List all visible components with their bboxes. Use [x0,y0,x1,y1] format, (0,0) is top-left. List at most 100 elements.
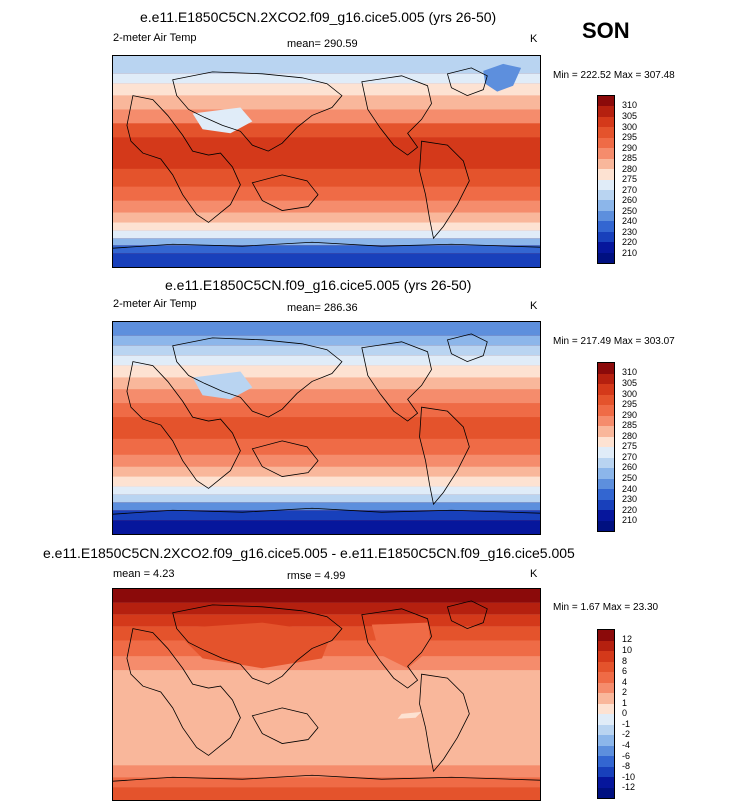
panel-1-colorbar-swatch [598,106,614,117]
panel-3-colorbar-swatch [598,640,614,651]
panel-1-colorbar-label: 210 [622,248,638,258]
panel-3-colorbar-label: 1 [622,698,628,708]
panel-2-colorbar-label: 300 [622,389,638,399]
panel-2-colorbar-label: 210 [622,515,638,525]
panel-2-colorbar-label: 220 [622,505,638,515]
panel-2-colorbar-swatch [598,499,614,510]
panel-3-colorbar-label: 8 [622,656,628,666]
panel-2-colorbar-swatch [598,426,614,437]
panel-1-colorbar-swatch [598,252,614,263]
panel-2-colorbar-label: 275 [622,441,638,451]
panel-3-colorbar-label: 2 [622,687,628,697]
panel-3-colorbar-swatch [598,777,614,788]
panel-3-colorbar-swatch [598,672,614,683]
panel-3-units: K [530,568,538,580]
panel-3-minmax: Min = 1.67 Max = 23.30 [553,602,659,613]
season-label: SON [582,18,630,43]
panel-1-colorbar-label: 290 [622,143,638,153]
panel-1-colorbar-swatch [598,189,614,201]
panel-1-variable-label: 2-meter Air Temp [113,32,197,44]
panel-3-colorbar-swatch [598,630,614,641]
panel-1-colorbar-swatch [598,127,614,138]
panel-1-colorbar-swatch [598,210,614,222]
panel-3-colorbar-swatch [598,766,614,777]
panel-2-colorbar-label: 295 [622,399,638,409]
panel-3-colorbar-swatch [598,724,614,735]
panel-1-colorbar [597,95,615,264]
panel-3-colorbar-label: 0 [622,708,628,718]
panel-1-colorbar-swatch [598,221,614,232]
panel-2-colorbar-swatch [598,436,614,447]
panel-3-colorbar-swatch [598,787,614,798]
panel-2-colorbar-swatch [598,373,614,384]
panel-3-colorbar-swatch [598,682,614,693]
panel-3-colorbar [597,629,615,799]
panel-1-colorbar-label: 270 [622,185,638,195]
panel-1-colorbar-swatch [598,158,614,170]
panel-1-colorbar-swatch [598,242,614,253]
panel-1-colorbar-swatch [598,116,614,128]
panel-2-mean-label: mean= 286.36 [287,302,358,314]
panel-2-colorbar-label: 280 [622,431,638,441]
panel-3-colorbar-swatch [598,714,614,725]
panel-3-colorbar-swatch [598,661,614,672]
panel-1-colorbar-label: 300 [622,122,638,132]
panel-2-colorbar [597,362,615,532]
panel-2-colorbar-label: 305 [622,378,638,388]
panel-1-colorbar-swatch [598,231,614,243]
panel-1-colorbar-label: 230 [622,227,638,237]
panel-1-colorbar-label: 220 [622,237,638,247]
panel-1-map [112,55,541,268]
panel-3-colorbar-swatch [598,651,614,662]
panel-2-colorbar-swatch [598,415,614,426]
panel-2-colorbar-swatch [598,478,614,489]
panel-3-colorbar-swatch [598,703,614,714]
panel-1-colorbar-label: 250 [622,206,638,216]
panel-2-colorbar-label: 310 [622,367,638,377]
panel-3-colorbar-label: -6 [622,751,631,761]
panel-2-colorbar-label: 240 [622,484,638,494]
panel-2-colorbar-swatch [598,510,614,521]
panel-1-colorbar-swatch [598,137,614,149]
panel-3-colorbar-swatch [598,745,614,756]
panel-3-colorbar-label: 12 [622,634,633,644]
panel-1-colorbar-label: 275 [622,174,638,184]
panel-1-mean-label: mean= 290.59 [287,38,358,50]
panel-2-colorbar-swatch [598,384,614,395]
panel-2-colorbar-label: 250 [622,473,638,483]
panel-2-colorbar-swatch [598,447,614,458]
panel-2-colorbar-label: 260 [622,462,638,472]
panel-3-mean-label: mean = 4.23 [113,568,175,580]
panel-3-colorbar-label: -8 [622,761,631,771]
panel-2-colorbar-label: 290 [622,410,638,420]
panel-1-colorbar-swatch [598,179,614,190]
panel-2-colorbar-swatch [598,363,614,374]
panel-3-rmse-label: rmse = 4.99 [287,570,346,582]
panel-2-colorbar-swatch [598,394,614,405]
panel-3-colorbar-label: 6 [622,666,628,676]
panel-1-colorbar-label: 295 [622,132,638,142]
panel-1-minmax: Min = 222.52 Max = 307.48 [553,70,675,81]
panel-3-title: e.e11.E1850C5CN.2XCO2.f09_g16.cice5.005 … [43,545,575,561]
panel-1-colorbar-label: 280 [622,164,638,174]
panel-2-map [112,321,541,535]
panel-3-colorbar-label: 10 [622,645,633,655]
panel-1-colorbar-label: 305 [622,111,638,121]
panel-1-colorbar-swatch [598,148,614,159]
panel-3-colorbar-label: -10 [622,772,636,782]
panel-2-colorbar-label: 285 [622,420,638,430]
panel-1-units: K [530,33,538,45]
panel-1-colorbar-label: 240 [622,216,638,226]
panel-1-colorbar-label: 285 [622,153,638,163]
panel-1-colorbar-swatch [598,200,614,211]
panel-3-colorbar-label: -4 [622,740,631,750]
panel-1-colorbar-swatch [598,96,614,107]
panel-3-colorbar-label: 4 [622,677,628,687]
panel-1-title: e.e11.E1850C5CN.2XCO2.f09_g16.cice5.005 … [140,9,497,25]
panel-1-colorbar-label: 310 [622,100,638,110]
panel-2-variable-label: 2-meter Air Temp [113,298,197,310]
panel-2-minmax: Min = 217.49 Max = 303.07 [553,336,675,347]
panel-2-units: K [530,300,538,312]
panel-3-colorbar-label: -2 [622,729,631,739]
panel-1-colorbar-label: 260 [622,195,638,205]
